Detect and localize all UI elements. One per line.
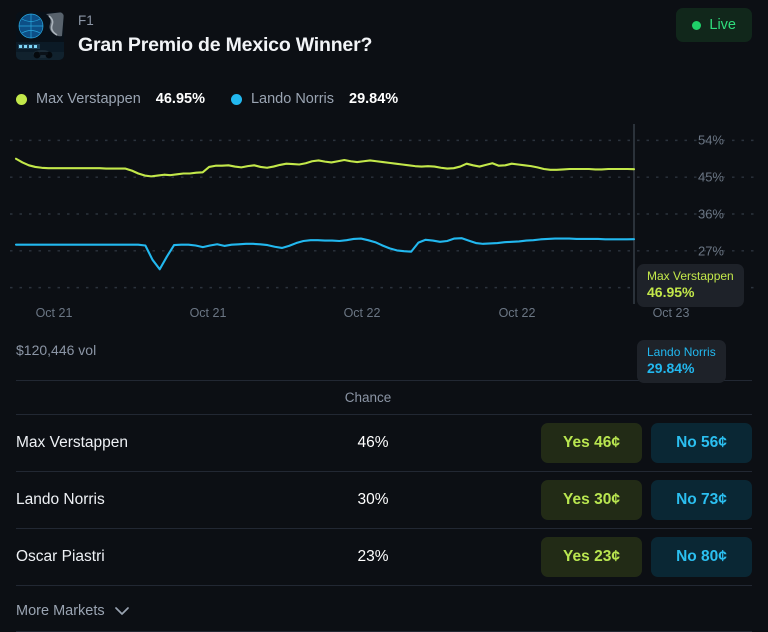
legend-item-lando-norris[interactable]: Lando Norris 29.84%	[230, 91, 399, 107]
x-axis-tick-label: Oct 22	[343, 306, 381, 320]
market-header: F1 Gran Premio de Mexico Winner? Live	[0, 0, 768, 60]
legend-label: Lando Norris	[250, 91, 334, 107]
row-divider	[16, 471, 752, 472]
column-header-chance: Chance	[344, 390, 392, 405]
outcome-name: Oscar Piastri	[16, 548, 105, 565]
outcome-name: Lando Norris	[16, 491, 105, 508]
buy-no-button[interactable]: No 56¢	[651, 423, 752, 463]
more-markets-label: More Markets	[16, 603, 105, 619]
x-axis-tick-label: Oct 21	[189, 306, 227, 320]
buy-yes-button[interactable]: Yes 30¢	[541, 480, 642, 520]
live-dot-icon	[692, 20, 702, 30]
legend-dot-icon	[16, 93, 27, 105]
legend-value: 46.95%	[155, 91, 205, 107]
tooltip-name: Lando Norris	[647, 345, 716, 359]
table-row[interactable]: Max Verstappen 46% Yes 46¢ No 56¢	[16, 415, 752, 471]
buy-yes-button[interactable]: Yes 46¢	[541, 423, 642, 463]
table-row[interactable]: Lando Norris 30% Yes 30¢ No 73¢	[16, 472, 752, 528]
page-title: Gran Premio de Mexico Winner?	[78, 34, 373, 56]
legend-value: 29.84%	[349, 91, 399, 107]
row-divider	[16, 585, 752, 586]
row-actions: Yes 30¢ No 73¢	[541, 480, 752, 520]
market-category: F1	[78, 13, 94, 28]
outcome-chance: 46%	[357, 434, 389, 451]
buy-no-button[interactable]: No 80¢	[651, 537, 752, 577]
y-axis-tick-label: 54%	[697, 132, 724, 148]
chevron-down-icon	[114, 606, 129, 615]
market-volume: $120,446 vol	[16, 342, 97, 358]
outcomes-table: Chance Max Verstappen 46% Yes 46¢ No 56¢…	[0, 380, 768, 586]
outcome-chance: 23%	[357, 548, 389, 565]
more-markets-toggle[interactable]: More Markets	[0, 600, 768, 622]
f1-race-thumbnail	[16, 12, 64, 60]
outcome-name: Max Verstappen	[16, 434, 129, 451]
legend-item-max-verstappen[interactable]: Max Verstappen 46.95%	[16, 91, 205, 107]
chart-x-axis: Oct 21 Oct 21 Oct 22 Oct 22 Oct 23	[0, 306, 768, 328]
chart-legend: Max Verstappen 46.95% Lando Norris 29.84…	[0, 88, 768, 110]
x-axis-tick-label: Oct 23	[652, 306, 690, 320]
y-axis-tick-label: 36%	[697, 206, 724, 222]
chart-line-series-0	[14, 157, 636, 178]
outcome-chance: 30%	[357, 491, 389, 508]
row-actions: Yes 46¢ No 56¢	[541, 423, 752, 463]
live-label: Live	[709, 17, 736, 33]
status-badge-live[interactable]: Live	[676, 8, 752, 42]
table-top-divider	[16, 380, 752, 381]
x-axis-tick-label: Oct 22	[498, 306, 536, 320]
y-axis-tick-label: 45%	[697, 169, 724, 185]
tooltip-value: 46.95%	[647, 284, 695, 300]
chart-canvas	[10, 124, 758, 304]
row-actions: Yes 23¢ No 80¢	[541, 537, 752, 577]
thumbnail-artwork	[16, 12, 64, 60]
chart-tooltip-max-verstappen: Max Verstappen 46.95%	[637, 264, 744, 307]
table-row[interactable]: Oscar Piastri 23% Yes 23¢ No 80¢	[16, 529, 752, 585]
legend-dot-icon	[230, 93, 242, 105]
tooltip-name: Max Verstappen	[647, 269, 734, 283]
header-text-block: F1 Gran Premio de Mexico Winner?	[78, 12, 372, 57]
tooltip-value: 29.84%	[647, 360, 695, 376]
y-axis-tick-label: 27%	[697, 243, 724, 259]
x-axis-tick-label: Oct 21	[35, 306, 73, 320]
chart-line-series-1	[14, 237, 636, 271]
table-header-divider	[16, 414, 752, 415]
legend-label: Max Verstappen	[36, 91, 141, 107]
chart-tooltip-lando-norris: Lando Norris 29.84%	[637, 340, 726, 383]
buy-yes-button[interactable]: Yes 23¢	[541, 537, 642, 577]
row-divider	[16, 528, 752, 529]
table-header-row: Chance	[16, 381, 752, 414]
buy-no-button[interactable]: No 73¢	[651, 480, 752, 520]
price-history-chart[interactable]: 54%45%36%27%18% Max Verstappen 46.95% La…	[0, 124, 768, 383]
